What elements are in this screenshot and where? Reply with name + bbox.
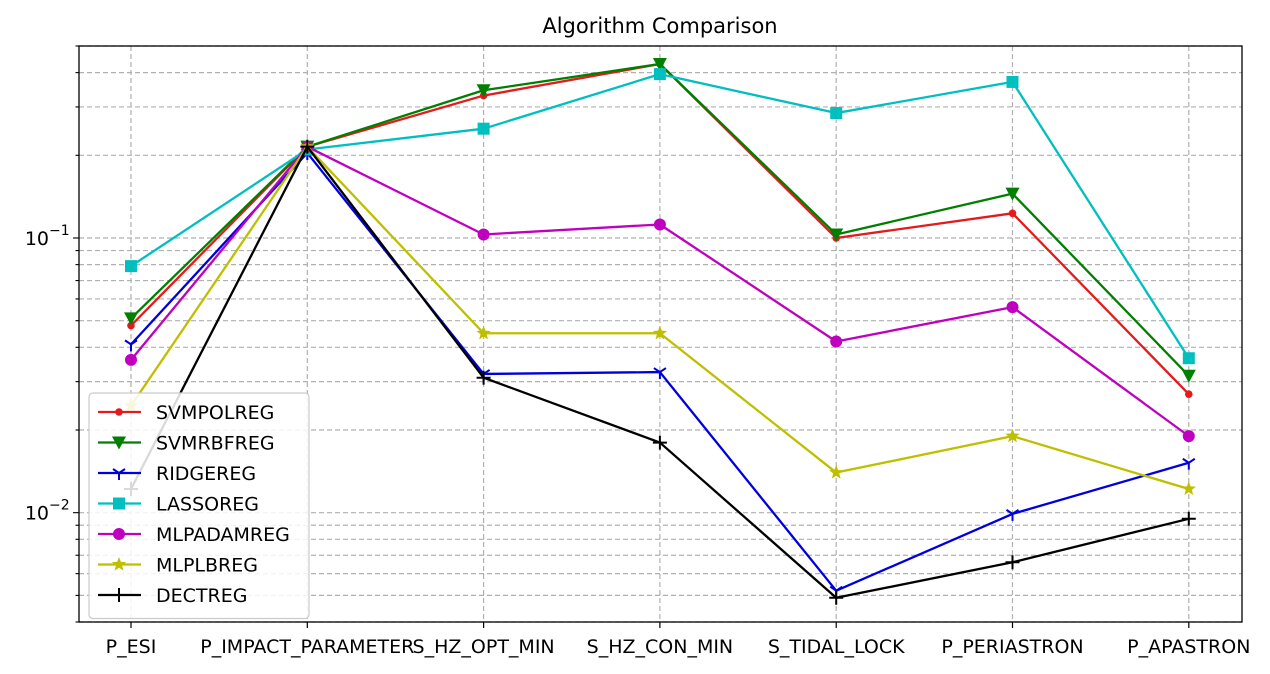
data-point <box>1005 555 1020 570</box>
data-point <box>125 353 137 366</box>
data-point <box>476 370 491 385</box>
series-layer <box>123 57 1196 605</box>
data-point <box>1182 457 1196 470</box>
legend-item: SVMRBFREG <box>98 433 275 455</box>
legend-label: MLPADAMREG <box>156 524 290 546</box>
data-point <box>1006 301 1019 314</box>
data-point <box>1181 369 1196 383</box>
y-tick-label: 10 <box>25 503 49 525</box>
y-tick-exponent: −2 <box>49 498 70 514</box>
x-tick-label: P_ESI <box>106 636 157 658</box>
legend-item: SVMPOLREG <box>98 402 274 424</box>
data-point <box>830 335 843 348</box>
legend-label: SVMPOLREG <box>156 402 274 424</box>
data-point <box>124 339 138 352</box>
x-tick-label: S_HZ_OPT_MIN <box>413 636 555 658</box>
legend-label: LASSOREG <box>156 494 259 516</box>
data-point <box>652 57 667 71</box>
legend-marker <box>112 588 126 602</box>
legend-marker <box>112 468 126 480</box>
legend-marker <box>111 557 127 571</box>
data-point <box>652 325 668 340</box>
legend-label: RIDGEREG <box>156 463 256 485</box>
legend-marker <box>113 528 125 540</box>
chart-title: Algorithm Comparison <box>542 14 777 38</box>
legend-item: LASSOREG <box>98 494 259 516</box>
data-point <box>476 325 491 340</box>
series-dectreg <box>124 139 1196 605</box>
y-tick-label: 10 <box>25 228 49 250</box>
data-point <box>1181 511 1196 526</box>
legend-marker <box>115 408 123 416</box>
data-point <box>653 367 667 380</box>
data-point <box>1182 352 1195 365</box>
data-point <box>127 321 135 330</box>
y-tick-exponent: −1 <box>49 223 70 239</box>
data-point <box>476 84 491 98</box>
data-point <box>1185 390 1193 398</box>
data-point <box>1005 428 1020 443</box>
data-point <box>829 228 844 242</box>
legend-item: DECTREG <box>98 585 247 607</box>
data-point <box>1005 187 1020 201</box>
data-point <box>830 107 843 120</box>
data-point <box>1181 481 1196 496</box>
legend: SVMPOLREG SVMRBFREG RIDGEREG LASSOREG MLPADA… <box>88 392 310 620</box>
data-point <box>829 590 844 605</box>
data-point <box>125 260 137 273</box>
x-tick-label: S_HZ_CON_MIN <box>587 636 734 658</box>
data-point <box>124 312 138 326</box>
x-tick-label: P_IMPACT_PARAMETER <box>200 636 414 658</box>
legend-label: MLPLBREG <box>156 555 258 577</box>
legend-item: RIDGEREG <box>98 463 256 485</box>
data-point <box>653 68 666 81</box>
data-point <box>1182 430 1195 443</box>
legend-label: SVMRBFREG <box>156 433 275 455</box>
data-point <box>1005 509 1020 521</box>
data-point <box>477 122 490 135</box>
data-point <box>477 228 490 241</box>
legend-box <box>88 392 310 620</box>
legend-marker <box>112 436 126 450</box>
x-tick-label: P_APASTRON <box>1127 636 1250 658</box>
legend-marker <box>113 497 125 510</box>
data-point <box>829 465 844 479</box>
x-tick-label: P_PERIASTRON <box>941 636 1083 658</box>
legend-item: MLPLBREG <box>98 555 258 577</box>
data-point <box>653 218 666 231</box>
data-point <box>1008 209 1017 218</box>
legend-item: MLPADAMREG <box>98 524 290 546</box>
legend-label: DECTREG <box>156 585 247 607</box>
data-point <box>300 139 315 154</box>
x-tick-label: S_TIDAL_LOCK <box>768 636 905 658</box>
data-point <box>652 435 667 450</box>
data-point <box>1006 75 1019 88</box>
